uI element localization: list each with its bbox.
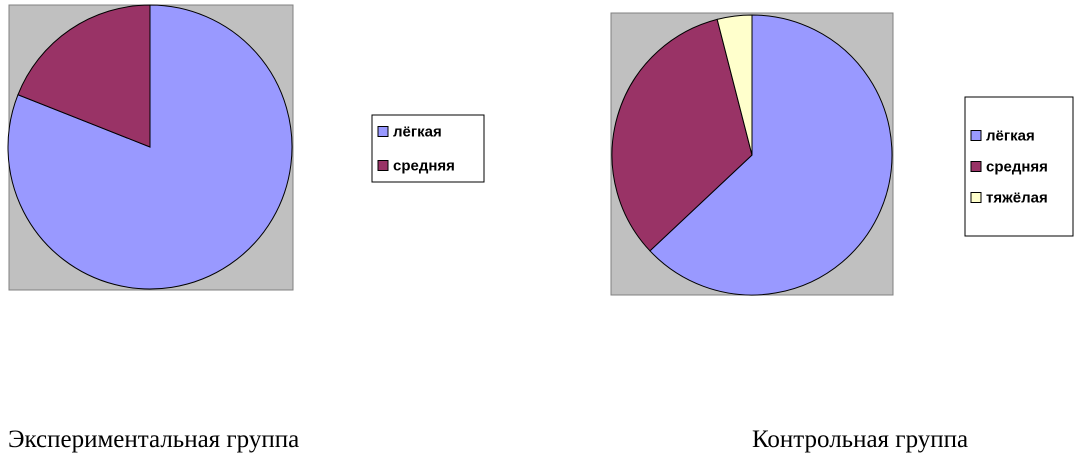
- pie-slice: [649, 14, 893, 296]
- legend-label: лёгкая: [393, 123, 442, 140]
- legend-label: средняя: [986, 158, 1048, 175]
- legend-label: средняя: [393, 157, 455, 174]
- pie-slice: [716, 14, 753, 156]
- caption: Контрольная группа: [752, 426, 968, 453]
- pie-slice: [611, 18, 753, 252]
- legend-box: [964, 96, 1074, 237]
- pie-slice: [17, 4, 151, 148]
- caption: Экспериментальная группа: [8, 426, 299, 453]
- legend-swatch: [970, 192, 982, 203]
- legend-swatch: [970, 130, 982, 141]
- legend-swatch: [377, 160, 389, 171]
- legend-box: [371, 114, 485, 183]
- legend-label: тяжёлая: [986, 189, 1048, 206]
- legend-label: лёгкая: [986, 127, 1035, 144]
- legend-swatch: [377, 126, 389, 137]
- legend-swatch: [970, 161, 982, 172]
